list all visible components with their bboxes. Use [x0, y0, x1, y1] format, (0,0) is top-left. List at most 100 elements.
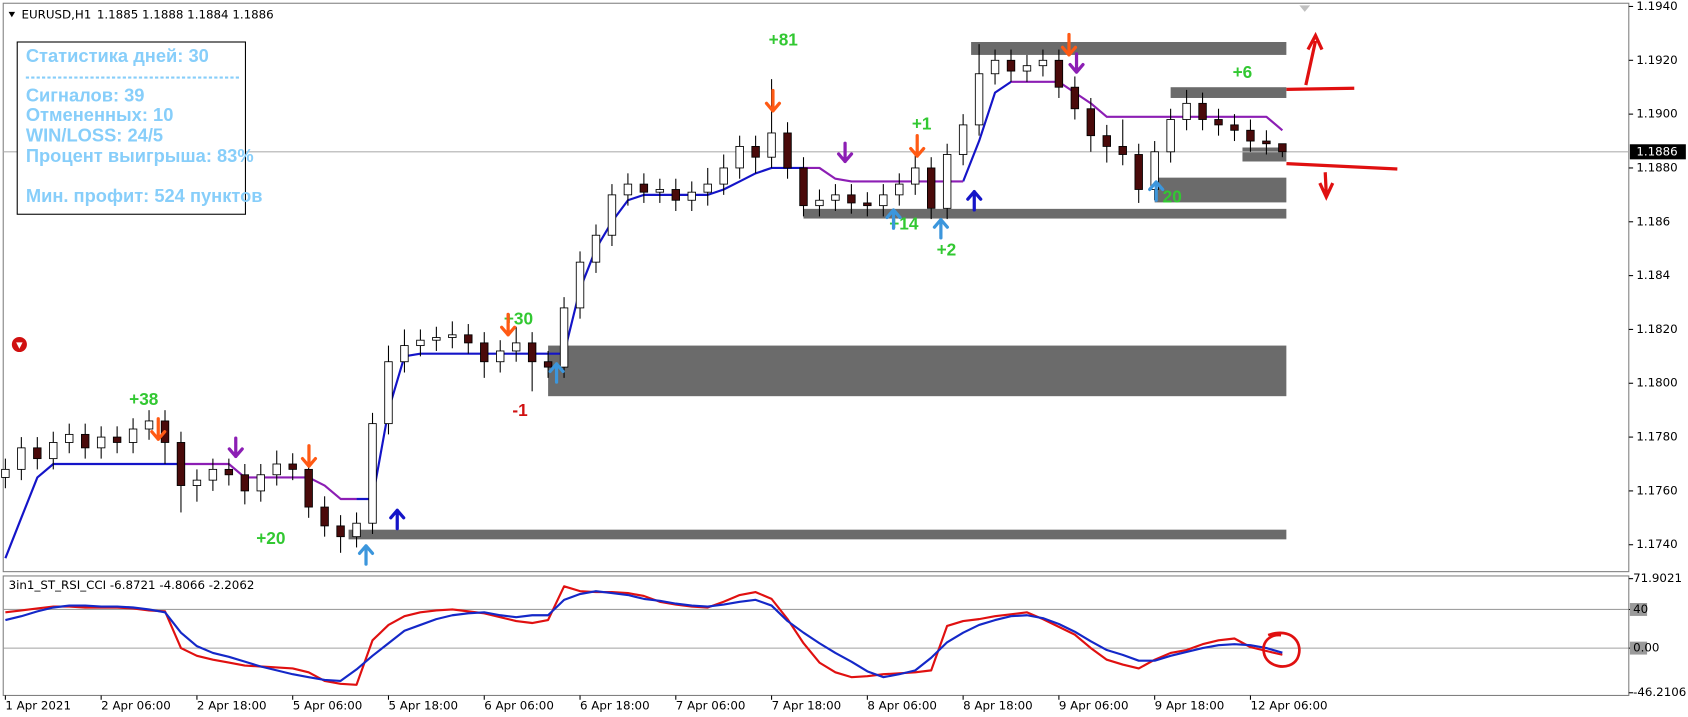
zone — [1242, 147, 1287, 162]
y-tick-label: 1.1740 — [1636, 537, 1677, 551]
candle-body — [1022, 65, 1032, 72]
stats-box — [16, 41, 246, 215]
x-tick-label: 8 Apr 18:00 — [963, 699, 1033, 713]
oscillator-panel — [2, 575, 1630, 696]
cancel-arrow — [837, 141, 854, 164]
candle-body — [591, 234, 601, 263]
candle-body — [1038, 59, 1048, 67]
candle-body — [1166, 119, 1175, 153]
buy-arrow — [1148, 180, 1165, 202]
buy-arrow — [357, 544, 375, 566]
candle-body — [1102, 135, 1111, 147]
x-tick-label: 2 Apr 06:00 — [101, 699, 171, 713]
candle-body — [17, 447, 26, 470]
candle-body — [1262, 140, 1271, 145]
signal-label: +6 — [1233, 62, 1253, 82]
candle-body — [1182, 102, 1191, 120]
candle-body — [496, 350, 505, 363]
stats-title: Статистика дней: 30 — [26, 45, 209, 66]
candle-body — [1086, 108, 1096, 137]
x-tick-label: 7 Apr 18:00 — [772, 699, 842, 713]
candle-body — [1214, 119, 1223, 126]
sell-arrow — [1060, 32, 1078, 57]
candle-body — [336, 525, 345, 538]
candle-body — [176, 442, 186, 486]
candle-body — [1, 468, 10, 478]
stats-line: Мин. профит: 524 пунктов — [26, 185, 263, 206]
candle-body — [815, 199, 824, 207]
candle-body — [543, 361, 553, 368]
y-tick-label: 1.1820 — [1636, 322, 1677, 336]
shift-marker[interactable] — [1299, 5, 1311, 12]
signal-label: +2 — [937, 239, 957, 259]
candle-body — [687, 191, 696, 201]
candle-body — [1134, 154, 1143, 190]
candle-body — [1070, 86, 1080, 110]
stats-line: Процент выигрыша: 83% — [26, 145, 254, 166]
buy-arrow — [389, 508, 406, 531]
candle-body — [1118, 145, 1127, 155]
sell-arrow — [300, 444, 318, 468]
candle-body — [1230, 124, 1239, 131]
candle-body — [767, 132, 776, 158]
y-tick-label: 1.1800 — [1636, 376, 1677, 390]
x-tick-label: 2 Apr 18:00 — [197, 699, 267, 713]
candle-body — [1278, 143, 1287, 153]
candle-body — [958, 124, 968, 155]
sell-arrow — [150, 417, 167, 441]
signal-arrows — [150, 32, 1165, 566]
candle-body — [49, 442, 58, 460]
cancel-arrow — [1068, 52, 1085, 74]
axes: 1.1940 1.1920 1.1900 1.1880 1.186 1.184 1.1820… — [4, 0, 1686, 713]
y-tick-label: 40 — [1633, 602, 1648, 616]
candle-body — [240, 474, 250, 492]
indicator-title: 3in1_ST_RSI_CCI -6.8721 -4.8066 -2.2062 — [9, 578, 255, 592]
candle-body — [831, 194, 840, 201]
y-tick-label: -46.2106 — [1633, 685, 1686, 699]
candle-body — [480, 342, 489, 363]
candle-body — [352, 522, 361, 538]
x-tick-label: 7 Apr 06:00 — [676, 699, 746, 713]
bid-label: 1.1886 — [1636, 144, 1677, 158]
x-tick-label: 9 Apr 06:00 — [1059, 699, 1129, 713]
zones — [348, 42, 1287, 540]
signal-label: +81 — [769, 29, 799, 49]
candle-body — [304, 468, 313, 508]
signal-label: -1 — [512, 400, 528, 420]
drawn-down-arrow — [1286, 162, 1398, 201]
y-tick-label: 0.00 — [1633, 641, 1659, 655]
candle-body — [671, 189, 680, 201]
zone — [1170, 87, 1287, 98]
stats-line: WIN/LOSS: 24/5 — [26, 125, 163, 146]
candle-body — [703, 183, 712, 193]
signal-label: 20 — [1163, 187, 1182, 207]
candle-body — [1054, 59, 1064, 88]
candle-body — [1006, 59, 1016, 72]
candle-body — [847, 194, 856, 204]
x-tick-label: 5 Apr 18:00 — [388, 699, 458, 713]
ohlc: 1.1885 1.1888 1.1884 1.1886 — [97, 8, 274, 22]
candle-body — [224, 468, 234, 476]
y-tick-label: 1.1880 — [1636, 160, 1677, 174]
candle-body — [368, 423, 377, 524]
candle-body — [623, 183, 633, 196]
buy-arrow — [966, 190, 983, 212]
y-tick-label: 1.1920 — [1636, 53, 1677, 67]
x-tick-label: 6 Apr 18:00 — [580, 699, 650, 713]
y-tick-label: 1.186 — [1636, 214, 1670, 228]
candle-body — [751, 145, 760, 158]
candle-body — [990, 59, 1000, 75]
candle-body — [65, 433, 74, 443]
candle-body — [144, 420, 154, 430]
candle-body — [208, 468, 218, 481]
cancel-arrow — [227, 436, 244, 459]
sell-arrow — [764, 88, 782, 113]
candles — [1, 44, 1287, 553]
x-tick-label: 12 Apr 06:00 — [1250, 699, 1327, 713]
menu-triangle[interactable] — [8, 11, 16, 18]
candle-body — [288, 463, 297, 470]
candle-body — [448, 334, 457, 338]
x-tick-label: 6 Apr 06:00 — [484, 699, 554, 713]
